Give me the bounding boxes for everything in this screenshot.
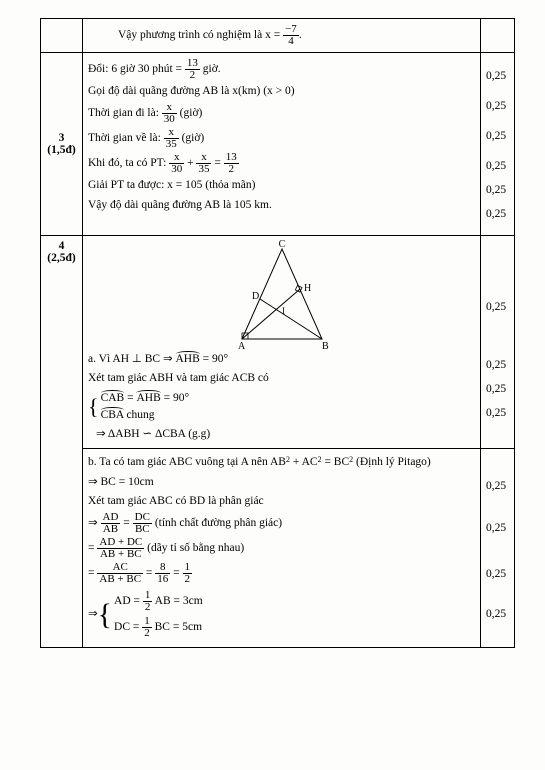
- score: 0,25: [486, 407, 509, 419]
- triangle-diagram: C D I H A B: [202, 239, 362, 349]
- cell-left-empty: [41, 19, 83, 53]
- text: Đổi: 6 giờ 30 phút =: [88, 63, 182, 75]
- fraction: x35: [164, 127, 179, 150]
- text: a. Vì AH ⊥ BC ⇒: [88, 353, 176, 365]
- text: Khi đó, ta có PT:: [88, 157, 166, 169]
- cell-score-empty: [481, 19, 515, 53]
- text: x =: [265, 29, 280, 41]
- score: 0,25: [486, 608, 509, 620]
- fraction: 12: [142, 616, 152, 639]
- score: 0,25: [486, 480, 509, 492]
- fraction: 12: [143, 590, 153, 613]
- brace-icon: {: [88, 397, 99, 417]
- text: b. Ta có tam giác ABC vuông tại A nên AB: [88, 456, 286, 468]
- svg-text:H: H: [304, 283, 311, 294]
- cell-scores: 0,25 0,25 0,25 0,25 0,25 0,25: [481, 53, 515, 236]
- cell-content: Đổi: 6 giờ 30 phút = 132 giờ. Gọi độ dài…: [83, 53, 481, 236]
- score: 0,25: [486, 100, 509, 112]
- text: Giải PT ta được: x = 105 (thỏa mãn): [88, 177, 475, 194]
- text: Thời gian về là:: [88, 132, 161, 144]
- cell-content: b. Ta có tam giác ABC vuông tại A nên AB…: [83, 449, 481, 648]
- fraction: −74: [283, 24, 299, 47]
- fraction: ADAB: [101, 512, 121, 535]
- q-points: (2,5đ): [47, 252, 75, 264]
- score: 0,25: [486, 70, 509, 82]
- table-row: Vậy phương trình có nghiệm là x = −74.: [41, 19, 515, 53]
- score: 0,25: [486, 184, 509, 196]
- page: Vậy phương trình có nghiệm là x = −74. 3…: [0, 0, 545, 770]
- score: 0,25: [486, 383, 509, 395]
- q-number: 4: [59, 240, 65, 252]
- brace-content: AD = 12 AB = 3cm DC = 12 BC = 5cm: [114, 587, 203, 642]
- score: 0,25: [486, 301, 509, 313]
- score: 0,25: [486, 359, 509, 371]
- solution-table: Vậy phương trình có nghiệm là x = −74. 3…: [40, 18, 515, 648]
- table-row: 3 (1,5đ) Đổi: 6 giờ 30 phút = 132 giờ. G…: [41, 53, 515, 236]
- text: (giờ): [182, 132, 205, 144]
- score: 0,25: [486, 160, 509, 172]
- fraction: x30: [169, 152, 184, 175]
- score: 0,25: [486, 130, 509, 142]
- fraction: DCBC: [133, 512, 152, 535]
- score: 0,25: [486, 208, 509, 220]
- cell-question-num: 3 (1,5đ): [41, 53, 83, 236]
- svg-text:B: B: [322, 341, 329, 349]
- text: Thời gian đi là:: [88, 107, 159, 119]
- text: (giờ): [180, 107, 203, 119]
- text: Xét tam giác ABC có BD là phân giác: [88, 493, 475, 510]
- cell-scores: 0,25 0,25 0,25 0,25: [481, 236, 515, 449]
- svg-text:D: D: [252, 291, 259, 302]
- cell-content: Vậy phương trình có nghiệm là x = −74.: [83, 19, 481, 53]
- fraction: 132: [185, 58, 200, 81]
- score: 0,25: [486, 568, 509, 580]
- angle: AHB: [136, 392, 160, 404]
- table-row: 4 (2,5đ) C D I H A B a. Vì AH ⊥ BC ⇒ AHB…: [41, 236, 515, 449]
- fraction: AD + DCAB + BC: [97, 537, 144, 560]
- text: =: [214, 157, 221, 169]
- text: Gọi độ dài quãng đường AB là x(km) (x > …: [88, 83, 475, 100]
- fraction: ACAB + BC: [97, 562, 143, 585]
- text: (tính chất đường phân giác): [155, 517, 282, 529]
- text: = 90°: [200, 353, 228, 365]
- angle: CBA: [101, 409, 124, 421]
- text: ⇒ BC = 10cm: [88, 474, 475, 491]
- cell-scores: 0,25 0,25 0,25 0,25: [481, 449, 515, 648]
- text: Vậy phương trình có nghiệm là: [118, 29, 265, 41]
- svg-text:I: I: [282, 306, 285, 316]
- brace-icon: {: [98, 601, 112, 628]
- text: Vậy độ dài quãng đường AB là 105 km.: [88, 197, 475, 214]
- q-number: 3: [59, 132, 65, 144]
- text: ⇒ ΔABH ∽ ΔCBA (g.g): [88, 426, 475, 443]
- fraction: 12: [183, 562, 193, 585]
- cell-content: C D I H A B a. Vì AH ⊥ BC ⇒ AHB = 90° Xé…: [83, 236, 481, 449]
- text: giờ.: [203, 63, 221, 75]
- q-points: (1,5đ): [47, 144, 75, 156]
- score: 0,25: [486, 522, 509, 534]
- fraction: 132: [224, 152, 239, 175]
- angle: AHB: [176, 353, 200, 365]
- fraction: x35: [196, 152, 211, 175]
- text: (dãy tỉ số bằng nhau): [147, 542, 244, 554]
- text: Xét tam giác ABH và tam giác ACB có: [88, 370, 475, 387]
- fraction: 816: [155, 562, 170, 585]
- svg-text:C: C: [278, 239, 285, 250]
- cell-question-num: 4 (2,5đ): [41, 236, 83, 648]
- fraction: x30: [162, 102, 177, 125]
- table-row: b. Ta có tam giác ABC vuông tại A nên AB…: [41, 449, 515, 648]
- brace-content: CAB = AHB = 90° CBA chung: [101, 390, 190, 425]
- svg-text:A: A: [238, 341, 246, 349]
- text: +: [187, 157, 194, 169]
- angle: CAB: [101, 392, 125, 404]
